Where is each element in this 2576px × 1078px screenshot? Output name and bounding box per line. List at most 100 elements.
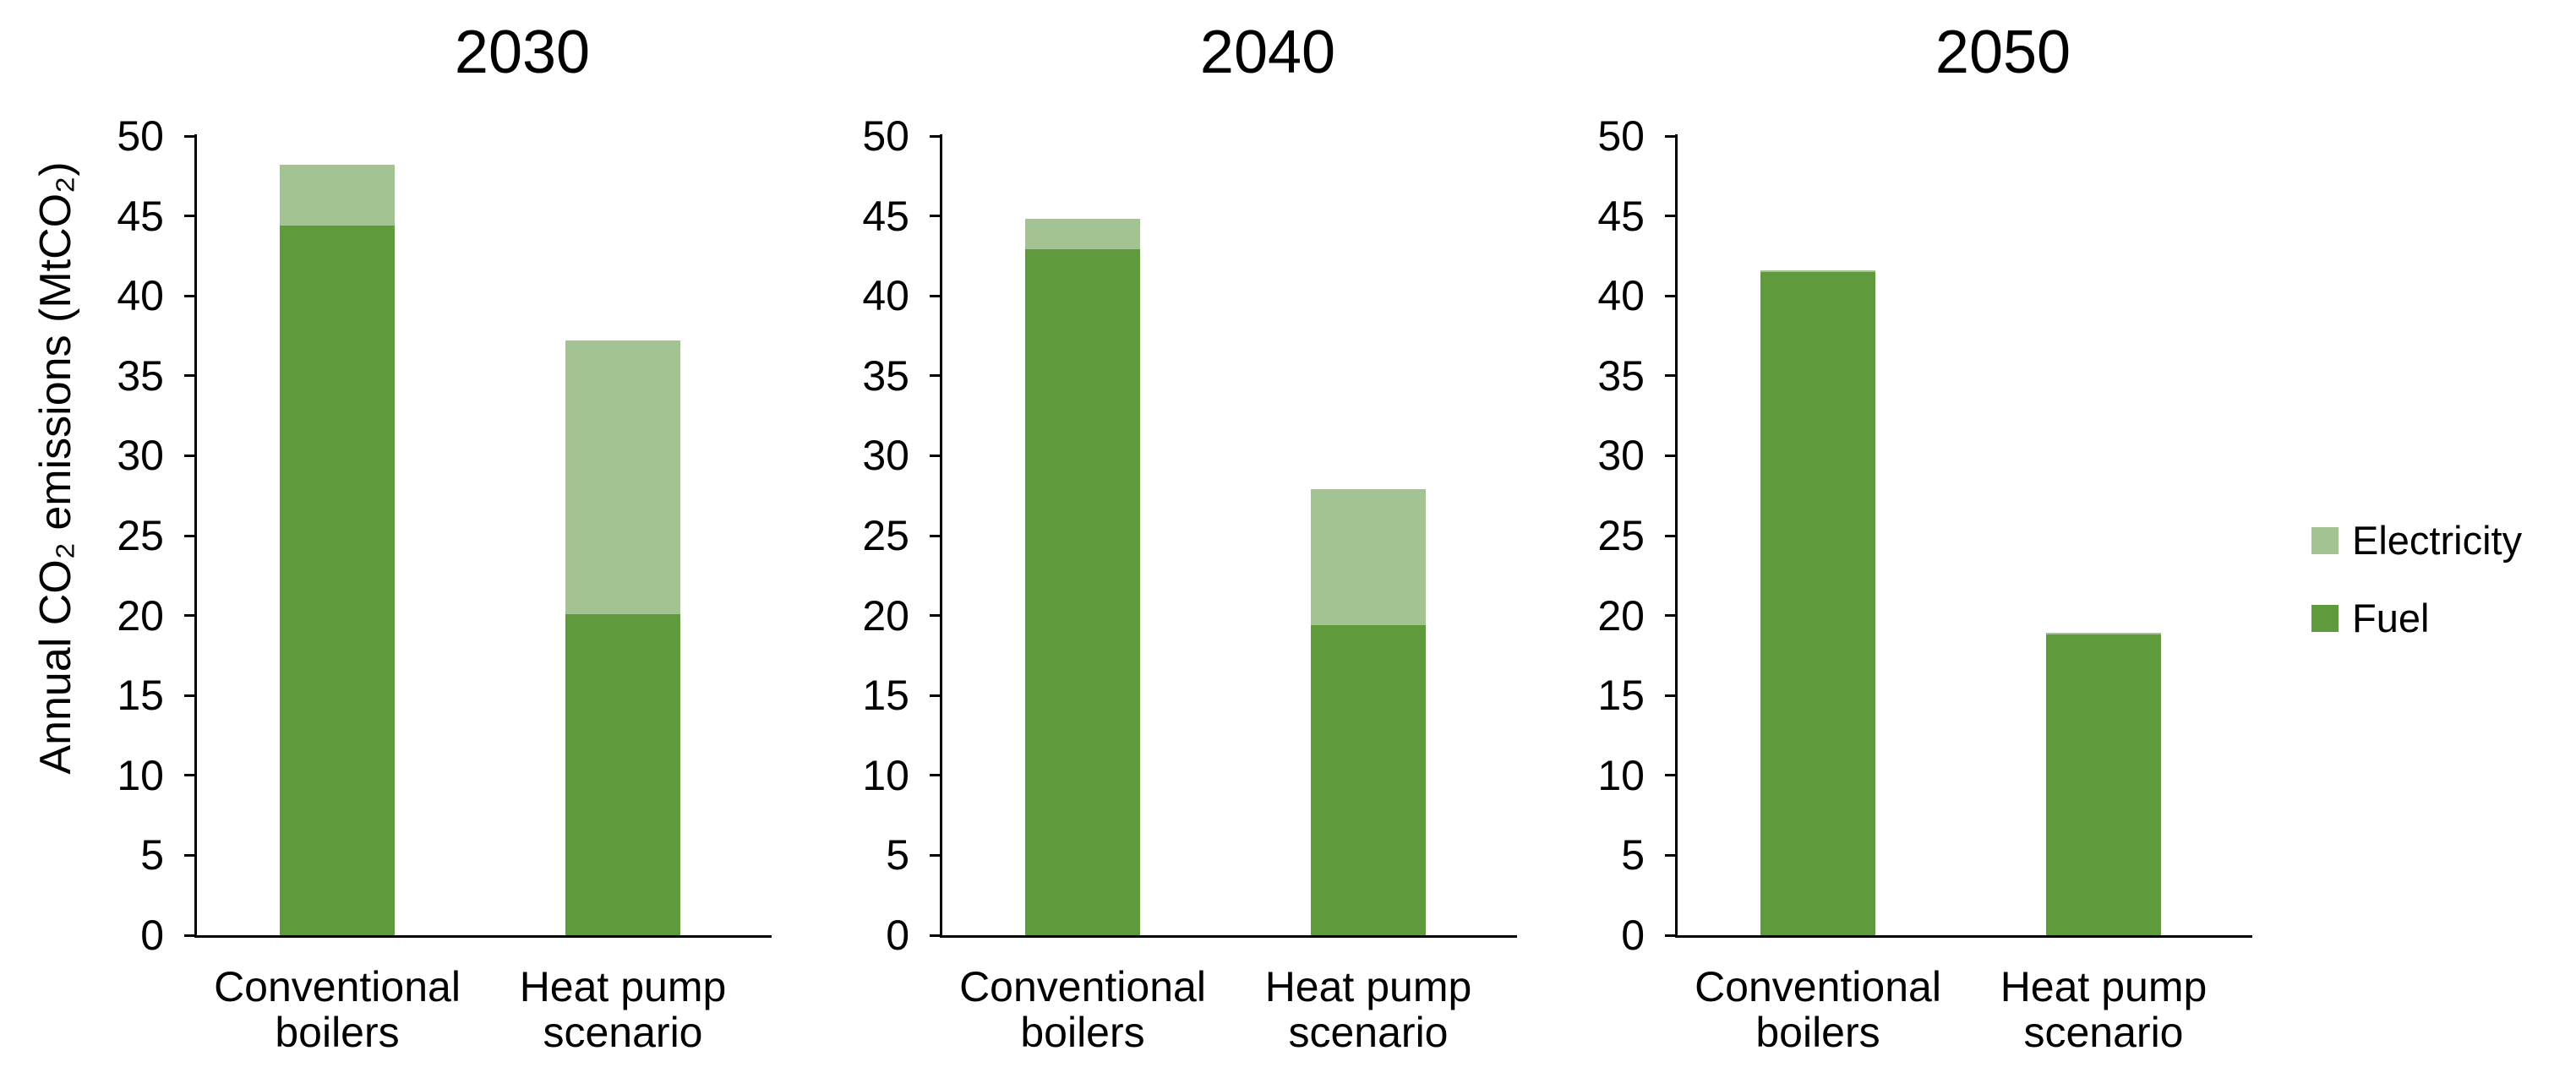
y-axis-tick	[1665, 294, 1675, 297]
y-tick-label: 50	[862, 112, 909, 160]
y-tick-label: 0	[1621, 912, 1645, 959]
legend-item-fuel: Fuel	[2311, 598, 2522, 639]
y-axis-tick	[184, 534, 194, 537]
x-category-label: Heat pump scenario	[2000, 963, 2208, 1056]
y-axis-tick	[930, 694, 940, 697]
y-tick-label: 15	[117, 672, 164, 720]
y-tick-label: 45	[862, 192, 909, 240]
y-tick-label: 20	[1597, 591, 1645, 640]
legend-label: Fuel	[2352, 596, 2430, 640]
x-category-label: Heat pump scenario	[1264, 963, 1472, 1056]
y-axis-tick	[184, 694, 194, 697]
y-tick-label: 50	[117, 112, 164, 160]
y-tick-label: 15	[1597, 672, 1645, 720]
y-axis-tick	[184, 134, 194, 138]
y-axis-tick	[1665, 853, 1675, 857]
y-axis-tick	[930, 454, 940, 457]
y-tick-label: 30	[1597, 432, 1645, 480]
panel-title: 2050	[1935, 19, 2071, 86]
y-axis-tick	[930, 134, 940, 138]
panel-title: 2030	[454, 19, 591, 86]
electricity-swatch-icon	[2311, 527, 2339, 554]
y-tick-label: 20	[862, 591, 909, 640]
y-axis-tick	[1665, 215, 1675, 218]
bar-segment-fuel	[2046, 634, 2161, 935]
y-tick-label: 35	[862, 351, 909, 400]
y-axis-tick	[930, 374, 940, 378]
y-axis-tick	[1665, 694, 1675, 697]
legend: Electricity Fuel	[2311, 520, 2522, 676]
y-axis-tick	[930, 294, 940, 297]
y-axis-tick	[1665, 774, 1675, 777]
bar-segment-electricity	[565, 340, 680, 614]
y-tick-label: 50	[1597, 112, 1645, 160]
bar-segment-electricity	[280, 165, 395, 226]
y-axis-tick	[930, 853, 940, 857]
x-category-label: Heat pump scenario	[519, 963, 727, 1056]
bar-segment-fuel	[565, 613, 680, 935]
y-tick-label: 25	[1597, 512, 1645, 559]
y-tick-label: 15	[862, 672, 909, 720]
y-tick-label: 35	[117, 351, 164, 400]
y-tick-label: 45	[1597, 192, 1645, 240]
y-tick-label: 40	[117, 272, 164, 320]
bar-segment-electricity	[1025, 219, 1140, 250]
y-tick-label: 10	[117, 751, 164, 799]
y-tick-label: 5	[140, 831, 164, 879]
x-axis-line	[194, 935, 772, 938]
y-tick-label: 5	[886, 831, 909, 879]
y-axis-tick	[184, 215, 194, 218]
y-axis-tick	[930, 934, 940, 937]
y-tick-label: 40	[862, 272, 909, 320]
y-tick-label: 45	[117, 192, 164, 240]
y-tick-label: 10	[862, 751, 909, 799]
y-axis-tick	[184, 774, 194, 777]
y-tick-label: 25	[862, 512, 909, 559]
bar-segment-electricity	[1311, 489, 1426, 625]
chart-panel-2030: 2030 0 5 10 15 20 25 30 35 40 45 50 Conventional bo…	[117, 19, 772, 1055]
y-axis-tick	[184, 374, 194, 378]
y-axis-tick	[1665, 134, 1675, 138]
y-axis-tick	[184, 294, 194, 297]
y-axis-tick	[184, 934, 194, 937]
y-axis-tick	[1665, 614, 1675, 618]
chart-panel-2050: 2050 0 5 10 15 20 25 30 35 40 45 50 Conventional bo…	[1597, 19, 2252, 1055]
y-tick-label: 40	[1597, 272, 1645, 320]
panel-title: 2040	[1199, 19, 1336, 86]
y-axis-tick	[930, 614, 940, 618]
y-axis-tick	[184, 614, 194, 618]
y-tick-label: 30	[862, 432, 909, 480]
y-axis-tick	[930, 774, 940, 777]
y-tick-label: 5	[1621, 831, 1645, 879]
y-axis-line	[1675, 134, 1678, 935]
x-category-label: Conventional boilers	[214, 963, 461, 1056]
y-axis-line	[194, 134, 197, 935]
y-tick-label: 20	[117, 591, 164, 640]
y-axis-tick	[1665, 374, 1675, 378]
fuel-swatch-icon	[2311, 605, 2339, 632]
bar-segment-fuel	[280, 225, 395, 935]
y-axis-tick	[184, 454, 194, 457]
y-tick-label: 0	[140, 912, 164, 959]
y-axis-tick	[930, 534, 940, 537]
y-tick-label: 25	[117, 512, 164, 559]
y-axis-tick	[1665, 454, 1675, 457]
chart-panel-2040: 2040 0 5 10 15 20 25 30 35 40 45 50 Conventional bo…	[862, 19, 1517, 1055]
x-axis-line	[1675, 935, 2252, 938]
y-tick-label: 35	[1597, 351, 1645, 400]
y-axis-tick	[1665, 534, 1675, 537]
y-tick-label: 0	[886, 912, 909, 959]
x-category-label: Conventional boilers	[1695, 963, 1941, 1056]
legend-item-electricity: Electricity	[2311, 520, 2522, 561]
bar-segment-fuel	[1760, 271, 1875, 935]
y-axis-line	[940, 134, 942, 935]
legend-label: Electricity	[2352, 518, 2523, 563]
bar-segment-fuel	[1025, 249, 1140, 935]
x-axis-line	[940, 935, 1517, 938]
y-tick-label: 30	[117, 432, 164, 480]
y-axis-tick	[930, 215, 940, 218]
bar-segment-electricity	[1760, 270, 1875, 272]
bar-segment-electricity	[2046, 633, 2161, 635]
x-category-label: Conventional boilers	[959, 963, 1206, 1056]
